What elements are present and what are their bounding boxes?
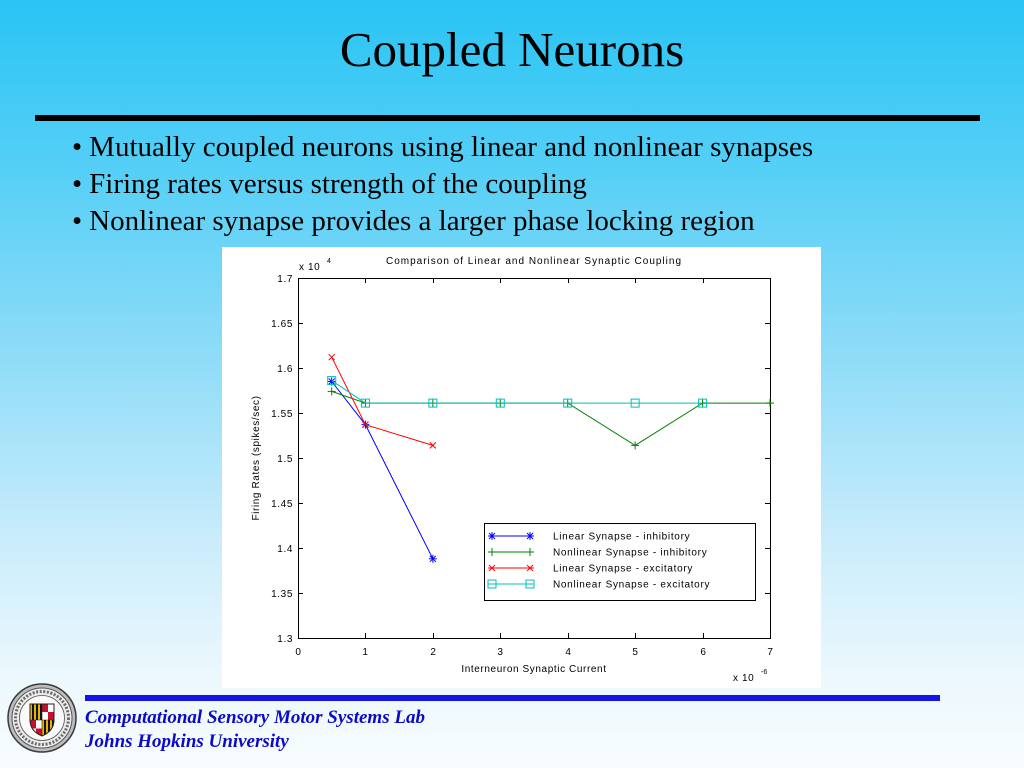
x-tick-label: 2 bbox=[430, 647, 436, 658]
marker-square bbox=[360, 398, 370, 408]
marker-stroke bbox=[328, 378, 336, 385]
data-point-linear-synapse-excitatory bbox=[362, 421, 369, 429]
x-tick-label: 4 bbox=[565, 647, 571, 658]
data-point-nonlinear-synapse-excitatory bbox=[327, 376, 337, 386]
data-point-linear-synapse-excitatory bbox=[429, 442, 437, 449]
marker-stroke bbox=[429, 442, 437, 449]
legend-swatch-marker bbox=[488, 564, 496, 572]
legend-label: Linear Synapse - inhibitory bbox=[553, 532, 690, 543]
slide-title: Coupled Neurons bbox=[339, 22, 685, 77]
y-multiplier-exponent: 4 bbox=[327, 258, 331, 265]
data-point-linear-synapse-excitatory bbox=[328, 353, 336, 361]
series-linear-synapse-excitatory bbox=[328, 353, 437, 449]
marker-square bbox=[327, 376, 337, 386]
plot-area bbox=[327, 353, 774, 563]
y-tick-label: 1.3 bbox=[277, 634, 293, 645]
data-point-nonlinear-synapse-inhibitory bbox=[327, 387, 336, 396]
y-multiplier-base: x 10 bbox=[299, 262, 320, 273]
legend-swatch-marker bbox=[525, 579, 535, 589]
x-multiplier-exponent: -6 bbox=[761, 669, 767, 676]
legend-swatch-marker bbox=[488, 548, 496, 556]
data-point-nonlinear-synapse-excitatory bbox=[360, 398, 370, 408]
bullet-marker: • bbox=[72, 168, 83, 200]
y-tick-label: 1.4 bbox=[277, 544, 293, 555]
footer-rule bbox=[85, 695, 940, 701]
x-tick-label: 3 bbox=[497, 647, 503, 658]
bullet-item: • Firing rates versus strength of the cou… bbox=[72, 166, 813, 203]
legend-label: Nonlinear Synapse - excitatory bbox=[553, 580, 710, 591]
y-tick-label: 1.7 bbox=[277, 274, 293, 285]
marker-stroke bbox=[488, 564, 496, 572]
y-tick-label: 1.6 bbox=[277, 364, 293, 375]
bullet-text: Firing rates versus strength of the coup… bbox=[89, 168, 587, 200]
legend-swatch-marker bbox=[526, 532, 534, 540]
marker-square bbox=[630, 398, 640, 408]
footer-university-name: Johns Hopkins University bbox=[85, 731, 289, 752]
series-nonlinear-synapse-excitatory bbox=[327, 376, 708, 408]
marker-square bbox=[487, 579, 497, 589]
legend-label: Nonlinear Synapse - inhibitory bbox=[553, 548, 707, 559]
axis-ticks: 0 1 2 3 4 5 6 7 1.3 1.35 1.4 1.45 1.5 1.55 1.6 1.65 1.7 bbox=[271, 274, 773, 658]
x-tick-label: 6 bbox=[700, 647, 706, 658]
marker-square bbox=[525, 579, 535, 589]
legend-swatch-marker bbox=[526, 548, 534, 556]
data-point-nonlinear-synapse-excitatory bbox=[428, 398, 438, 408]
y-tick-label: 1.35 bbox=[271, 589, 293, 600]
x-tick-label: 1 bbox=[362, 647, 368, 658]
data-point-nonlinear-synapse-excitatory bbox=[698, 398, 708, 408]
x-multiplier-base: x 10 bbox=[733, 673, 754, 684]
x-tick-label: 5 bbox=[632, 647, 638, 658]
x-axis-label: Interneuron Synaptic Current bbox=[461, 664, 606, 675]
firing-rate-chart: 0 1 2 3 4 5 6 71.31.351.41.451.51.551.61.651.7 … bbox=[251, 256, 774, 684]
legend-swatch-marker bbox=[487, 579, 497, 589]
marker-stroke bbox=[526, 532, 534, 540]
marker-square bbox=[563, 398, 573, 408]
marker-stroke bbox=[526, 564, 534, 572]
bullet-text: Nonlinear synapse provides a larger phas… bbox=[89, 205, 755, 237]
y-axis-label: Firing Rates (spikes/sec) bbox=[251, 395, 262, 520]
data-point-nonlinear-synapse-excitatory bbox=[563, 398, 573, 408]
university-seal-icon bbox=[7, 683, 77, 753]
footer-lab-name: Computational Sensory Motor Systems Lab bbox=[85, 707, 425, 728]
legend-swatch-marker bbox=[488, 532, 496, 540]
marker-stroke bbox=[328, 353, 336, 361]
chart-legend: Linear Synapse - inhibitory Nonlinear Syn… bbox=[484, 523, 756, 601]
chart-panel: 0 1 2 3 4 5 6 7 1.3 1.35 1.4 1.45 1.5 1.55 1.6 1.65 1.7 … bbox=[222, 247, 821, 688]
marker-square bbox=[495, 398, 505, 408]
marker-square bbox=[428, 398, 438, 408]
marker-square bbox=[698, 398, 708, 408]
x-tick-label: 0 bbox=[295, 647, 301, 658]
legend-entry-linear-synapse-excitatory: Linear Synapse - excitatory bbox=[488, 564, 693, 575]
bullet-item: • Nonlinear synapse provides a larger pha… bbox=[72, 203, 813, 240]
bullet-list: • Mutually coupled neurons using linear a… bbox=[72, 129, 813, 240]
marker-stroke bbox=[362, 421, 369, 429]
data-point-nonlinear-synapse-excitatory bbox=[630, 398, 640, 408]
legend-entry-nonlinear-synapse-excitatory: Nonlinear Synapse - excitatory bbox=[487, 579, 710, 591]
bullet-marker: • bbox=[72, 131, 83, 163]
series-line-nonlinear-synapse-excitatory bbox=[331, 380, 703, 404]
bullet-marker: • bbox=[72, 205, 83, 237]
x-tick-label: 7 bbox=[767, 647, 773, 658]
marker-stroke bbox=[429, 555, 437, 563]
marker-stroke bbox=[488, 532, 496, 540]
legend-entry-nonlinear-synapse-inhibitory: Nonlinear Synapse - inhibitory bbox=[488, 548, 707, 559]
data-point-nonlinear-synapse-inhibitory bbox=[631, 441, 640, 450]
data-point-nonlinear-synapse-excitatory bbox=[495, 398, 505, 408]
legend-label: Linear Synapse - excitatory bbox=[553, 564, 693, 575]
legend-entry-linear-synapse-inhibitory: Linear Synapse - inhibitory bbox=[488, 532, 690, 543]
bullet-text: Mutually coupled neurons using linear an… bbox=[89, 131, 814, 163]
legend-swatch-marker bbox=[526, 564, 534, 572]
title-rule bbox=[35, 115, 980, 121]
y-tick-label: 1.55 bbox=[271, 409, 293, 420]
bullet-item: • Mutually coupled neurons using linear a… bbox=[72, 129, 813, 166]
data-point-nonlinear-synapse-inhibitory bbox=[766, 399, 774, 408]
y-tick-label: 1.45 bbox=[271, 499, 293, 510]
chart-title: Comparison of Linear and Nonlinear Synap… bbox=[386, 256, 682, 267]
y-tick-label: 1.5 bbox=[277, 454, 293, 465]
y-tick-label: 1.65 bbox=[271, 319, 293, 330]
data-point-linear-synapse-inhibitory bbox=[428, 554, 437, 563]
